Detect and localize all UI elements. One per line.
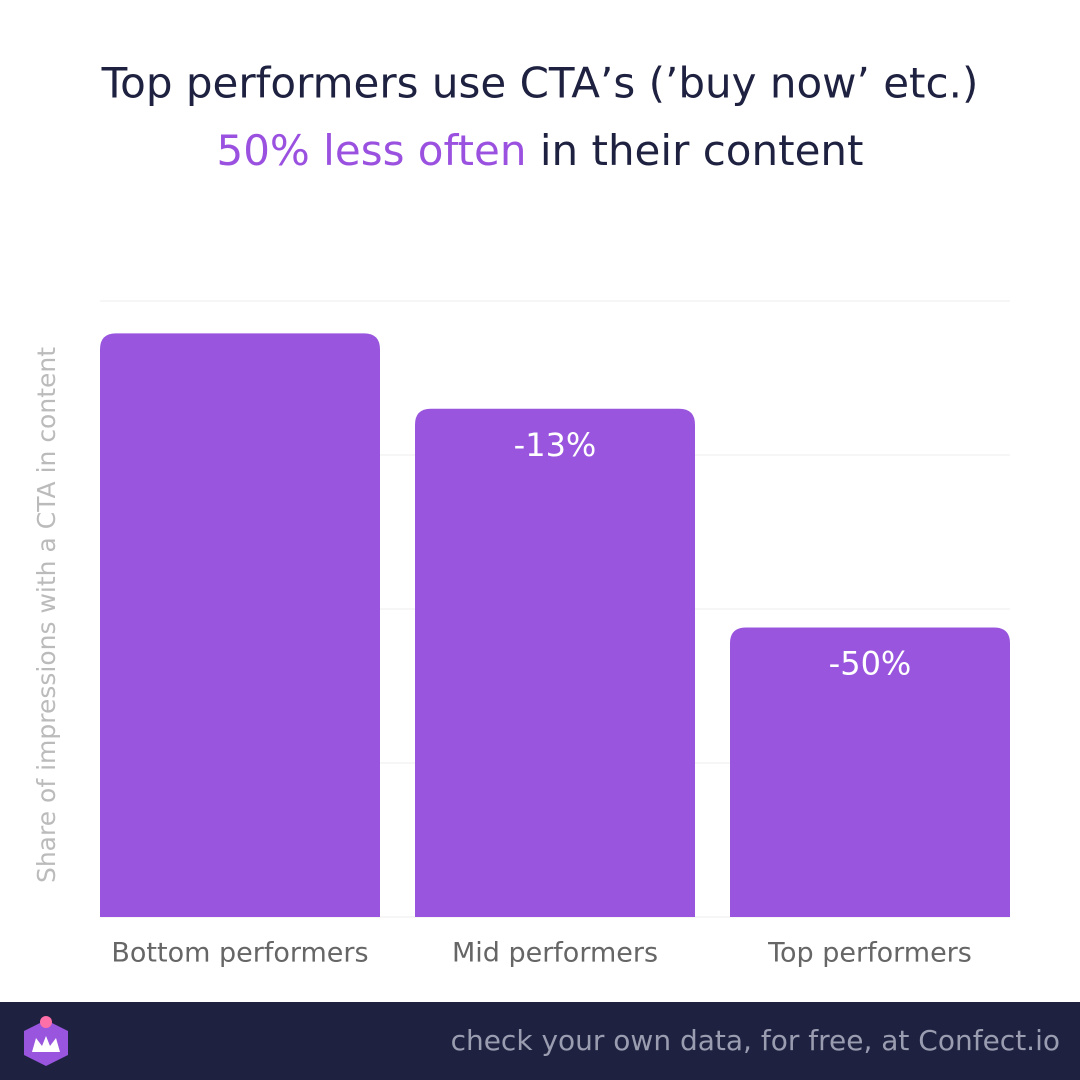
chart-title: Top performers use CTA’s (’buy now’ etc.…: [101, 59, 979, 108]
bar: [100, 333, 380, 918]
bar: [730, 627, 1010, 917]
subtitle-highlight: 50% less often: [216, 126, 526, 175]
x-tick-label: Top performers: [767, 938, 972, 969]
logo: [24, 1016, 68, 1066]
bars: [100, 333, 1010, 918]
y-axis-label: Share of impressions with a CTA in conte…: [32, 347, 61, 883]
bar-annotation: -50%: [829, 644, 912, 682]
bar: [415, 408, 695, 917]
subtitle-rest: in their content: [526, 126, 863, 175]
footer-text: check your own data, for free, at Confec…: [451, 1024, 1060, 1057]
x-tick-label: Mid performers: [452, 938, 658, 969]
bar-annotation: -13%: [514, 426, 597, 464]
chart-subtitle: 50% less often in their content: [216, 126, 863, 175]
x-tick-label: Bottom performers: [111, 938, 368, 969]
footer-bar: [0, 1002, 1080, 1080]
